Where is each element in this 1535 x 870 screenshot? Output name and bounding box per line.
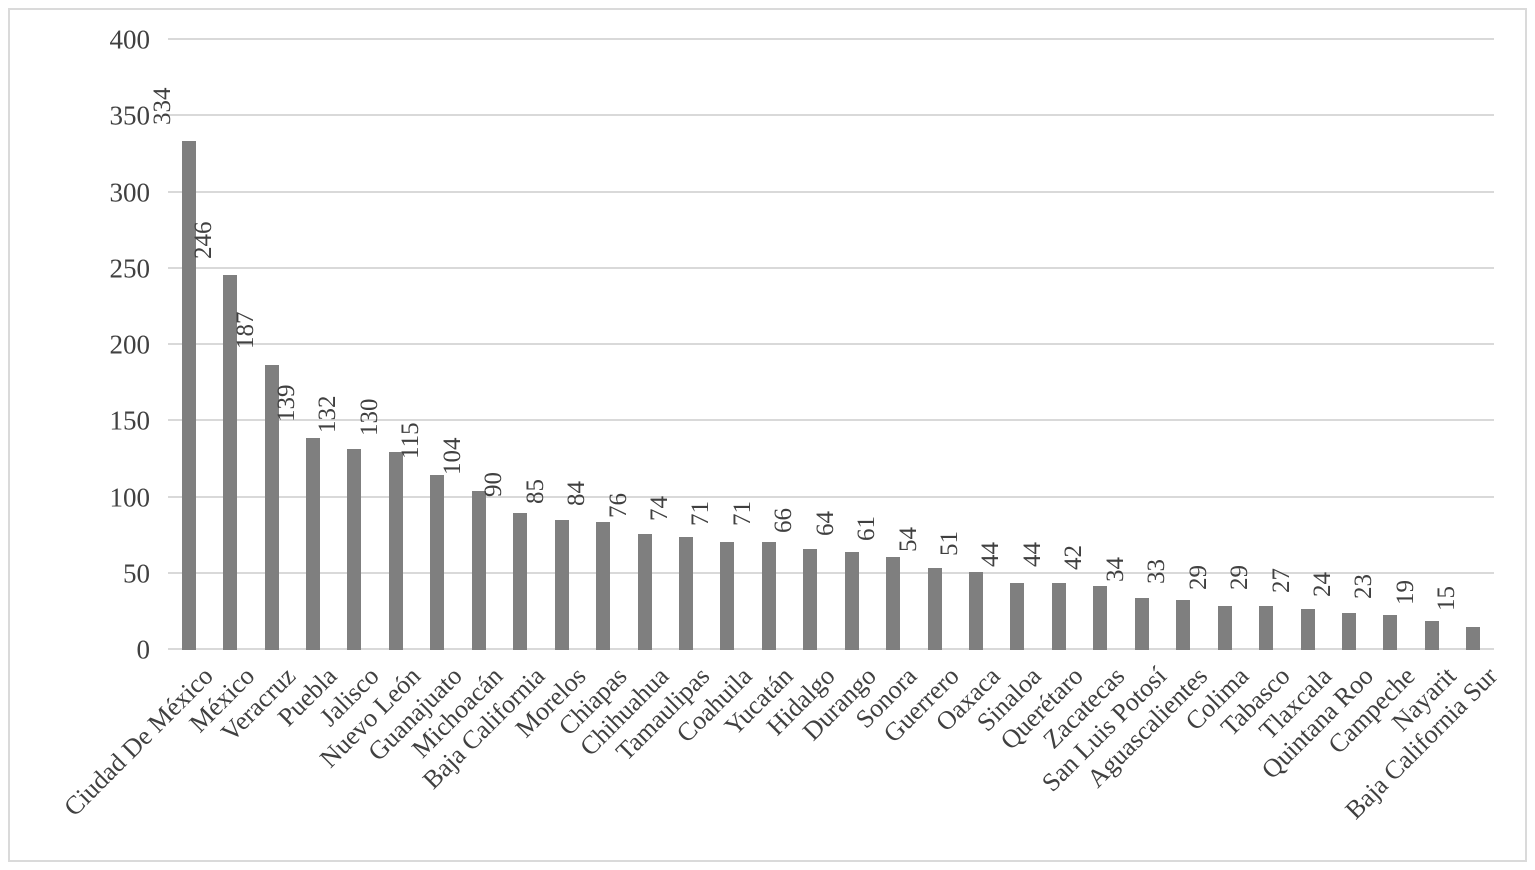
gridline — [168, 648, 1494, 650]
bar — [1010, 582, 1025, 650]
bar-value-label: 42 — [1060, 544, 1088, 570]
bar-value-label: 74 — [645, 496, 673, 522]
bar — [1424, 621, 1439, 650]
bar-value-label: 66 — [770, 508, 798, 534]
bar-value-label: 29 — [1226, 564, 1254, 590]
bar-value-label: 85 — [521, 479, 549, 505]
bar — [1176, 599, 1191, 650]
bar-value-label: 54 — [894, 526, 922, 552]
bar-value-label: 84 — [563, 480, 591, 506]
bar — [720, 541, 735, 650]
bar — [596, 521, 611, 650]
bar-value-label: 246 — [190, 221, 218, 259]
bar — [1466, 627, 1481, 650]
bar-value-label: 44 — [1018, 541, 1046, 567]
bar — [761, 541, 776, 650]
bar-value-label: 29 — [1184, 564, 1212, 590]
bar-value-label: 334 — [148, 87, 176, 125]
bar — [1341, 613, 1356, 650]
bar — [1093, 585, 1108, 650]
bar — [1383, 614, 1398, 650]
bar-value-label: 61 — [853, 515, 881, 541]
plot-area: 334 246 187 139 132 130 115 104 90 85 84 76 74 71 71 66… — [149, 38, 1494, 650]
y-tick-label: 400 — [109, 24, 151, 55]
gridline — [168, 190, 1494, 193]
y-axis: 0 50 100 150 200 250 300 350 400 — [0, 26, 151, 663]
bar-value-label: 27 — [1267, 567, 1295, 593]
bar-value-label: 24 — [1308, 572, 1336, 598]
bar-value-label: 90 — [480, 471, 508, 497]
y-tick-label: 150 — [109, 405, 151, 436]
bar-value-label: 19 — [1391, 580, 1419, 606]
bar — [1259, 605, 1274, 650]
bar-value-label: 15 — [1433, 586, 1461, 612]
bar-value-label: 139 — [273, 384, 301, 423]
bar-value-label: 132 — [314, 395, 342, 433]
bar-value-label: 64 — [811, 511, 839, 537]
y-tick-label: 50 — [123, 558, 150, 589]
gridline — [168, 343, 1494, 345]
bar — [264, 364, 279, 650]
bar — [637, 534, 652, 650]
bar — [223, 274, 238, 650]
bar-value-label: 71 — [687, 500, 715, 526]
bar-value-label: 187 — [231, 311, 259, 349]
bar-value-label: 23 — [1350, 573, 1378, 599]
bar-value-label: 115 — [397, 422, 425, 459]
gridline — [168, 38, 1494, 40]
bar — [430, 474, 445, 650]
gridline — [168, 571, 1494, 574]
bar — [306, 438, 321, 650]
bar — [1217, 605, 1232, 650]
bar — [886, 556, 901, 650]
bar — [513, 512, 528, 650]
bar-value-label: 44 — [977, 541, 1005, 567]
y-tick-label: 300 — [109, 177, 151, 207]
bar — [347, 448, 362, 650]
y-tick-label: 100 — [109, 482, 151, 512]
bar — [1300, 608, 1315, 650]
bar — [969, 572, 984, 650]
y-tick-label: 350 — [109, 100, 151, 131]
y-tick-label: 0 — [136, 634, 151, 665]
gridline — [168, 266, 1494, 269]
bar — [181, 140, 196, 650]
bar — [927, 567, 942, 650]
bar-value-label: 33 — [1143, 558, 1171, 584]
bar — [1051, 582, 1066, 650]
gridline — [168, 419, 1494, 422]
bar — [1134, 598, 1149, 650]
bar-value-label: 104 — [438, 437, 466, 476]
x-category-label: Ciudad De México — [58, 661, 219, 822]
bar — [844, 552, 859, 650]
x-axis: Ciudad De México México Veracruz Puebla Jali… — [58, 661, 1503, 862]
bar — [803, 549, 818, 650]
bar-value-label: 51 — [936, 531, 964, 557]
y-tick-label: 250 — [109, 253, 151, 284]
bar — [554, 520, 569, 650]
gridline — [168, 114, 1494, 117]
bar — [388, 451, 403, 650]
bar-value-label: 34 — [1101, 557, 1129, 583]
bar — [471, 491, 486, 650]
bar-value-label: 130 — [355, 398, 383, 436]
bar-value-label: 76 — [604, 493, 632, 519]
y-tick-label: 200 — [109, 329, 151, 360]
bar — [678, 537, 693, 650]
bar-value-label: 71 — [728, 500, 756, 526]
gridline — [168, 495, 1494, 498]
